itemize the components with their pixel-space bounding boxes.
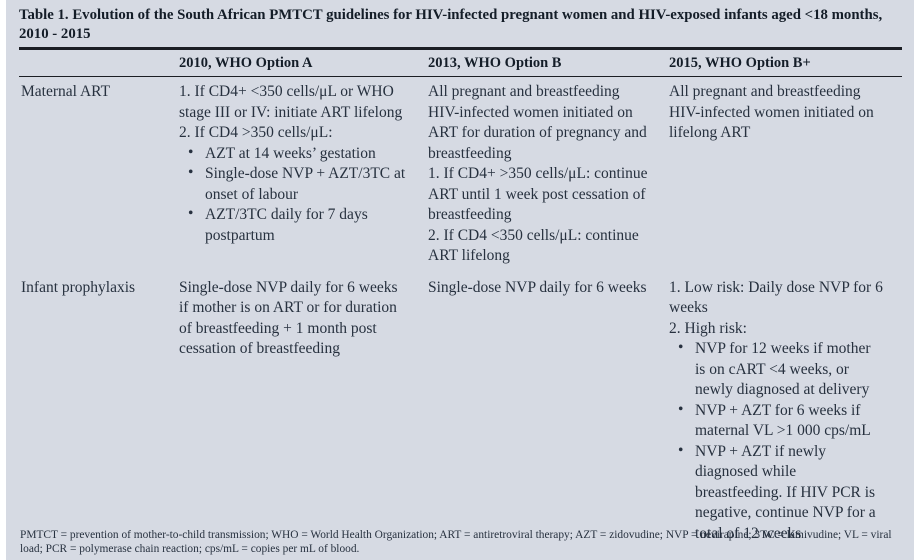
table-row: Maternal ART 1. If CD4+ <350 cells/μL or … <box>21 82 904 267</box>
cell-paragraph: 2. High risk: <box>669 319 747 337</box>
header-2013-who-option-b: 2013, WHO Option B <box>428 55 562 71</box>
bullet-icon: • <box>678 441 684 459</box>
bullet-item: • NVP for 12 weeks if mother is on cART <… <box>669 339 884 401</box>
bullet-icon: • <box>188 205 194 222</box>
header-2015-who-option-b-plus: 2015, WHO Option B+ <box>669 55 811 71</box>
table-cell: All pregnant and breastfeeding HIV-infec… <box>428 82 669 267</box>
table-body: Maternal ART 1. If CD4+ <350 cells/μL or … <box>13 82 904 544</box>
cell-paragraph: Single-dose NVP daily for 6 weeks <box>428 278 647 296</box>
bullet-item: • NVP + AZT if newly diagnosed while brea… <box>669 442 884 545</box>
row-label: Infant prophylaxis <box>21 278 136 296</box>
bullet-item: • AZT at 14 weeks’ gestation <box>179 144 408 165</box>
table-header-row: 2010, WHO Option A 2013, WHO Option B 20… <box>21 50 904 76</box>
header-top-rule <box>19 47 902 50</box>
table-footnote: PMTCT = prevention of mother-to-child tr… <box>20 529 892 555</box>
bullet-text: NVP for 12 weeks if mother is on cART <4… <box>695 340 871 398</box>
table-cell: 1. Low risk: Daily dose NVP for 6 weeks 2… <box>669 278 904 545</box>
header-bottom-rule <box>19 76 902 77</box>
table-cell: All pregnant and breastfeeding HIV-infec… <box>669 82 904 267</box>
bullet-text: AZT/3TC daily for 7 days postpartum <box>205 206 368 244</box>
cell-paragraph: 1. Low risk: Daily dose NVP for 6 weeks <box>669 278 883 317</box>
cell-paragraph: 2. If CD4 <350 cells/μL: continue ART li… <box>428 226 639 265</box>
bullet-icon: • <box>188 164 194 181</box>
bullet-text: AZT at 14 weeks’ gestation <box>205 144 376 162</box>
cell-paragraph: All pregnant and breastfeeding HIV-infec… <box>669 83 874 141</box>
cell-paragraph: Single-dose NVP daily for 6 weeks if mot… <box>179 278 398 358</box>
bullet-text: Single-dose NVP + AZT/3TC at onset of la… <box>205 165 406 203</box>
table-row: Infant prophylaxis Single-dose NVP daily … <box>21 278 904 545</box>
bullet-item: • Single-dose NVP + AZT/3TC at onset of l… <box>179 164 408 205</box>
cell-paragraph: 1. If CD4+ >350 cells/μL: continue ART u… <box>428 165 648 223</box>
header-row-label-column <box>21 50 179 76</box>
table-cell: Single-dose NVP daily for 6 weeks if mot… <box>179 278 428 545</box>
cell-paragraph: 1. If CD4+ <350 cells/μL or WHO stage II… <box>179 83 403 121</box>
bullet-text: NVP + AZT for 6 weeks if maternal VL >1 … <box>695 401 871 440</box>
header-2010-who-option-a: 2010, WHO Option A <box>179 55 313 71</box>
bullet-icon: • <box>678 339 684 356</box>
table-cell: 1. If CD4+ <350 cells/μL or WHO stage II… <box>179 82 428 267</box>
bullet-item: • NVP + AZT for 6 weeks if maternal VL >1… <box>669 401 884 442</box>
bullet-icon: • <box>678 400 684 418</box>
table-title: Table 1. Evolution of the South African … <box>19 7 883 42</box>
cell-paragraph: All pregnant and breastfeeding HIV-infec… <box>428 83 647 162</box>
table-panel: Table 1. Evolution of the South African … <box>6 0 914 560</box>
row-label: Maternal ART <box>21 83 111 100</box>
bullet-text: NVP + AZT if newly diagnosed while breas… <box>695 442 876 542</box>
table-cell: Single-dose NVP daily for 6 weeks <box>428 278 669 545</box>
cell-paragraph: 2. If CD4 >350 cells/μL: <box>179 124 333 141</box>
bullet-item: • AZT/3TC daily for 7 days postpartum <box>179 205 408 246</box>
bullet-icon: • <box>188 143 194 161</box>
